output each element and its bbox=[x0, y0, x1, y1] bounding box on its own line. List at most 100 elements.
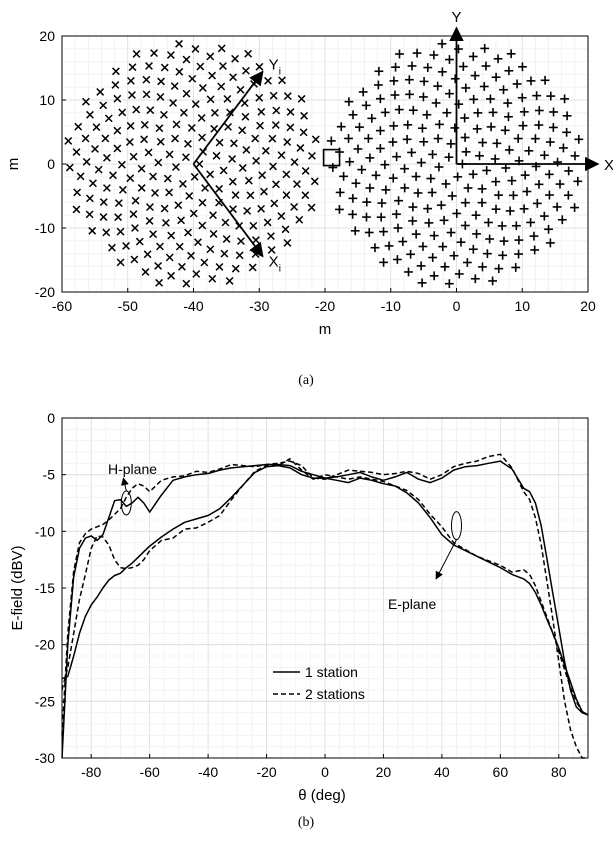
plot-b-caption: (b) bbox=[298, 815, 315, 830]
point-plus-marker bbox=[429, 50, 439, 60]
point-plus-marker bbox=[380, 108, 390, 117]
point-plus-marker bbox=[371, 170, 381, 180]
point-x-marker bbox=[188, 74, 197, 83]
point-x-marker bbox=[263, 218, 272, 227]
point-plus-marker bbox=[436, 200, 446, 210]
point-x-marker bbox=[140, 135, 149, 144]
point-plus-marker bbox=[461, 83, 471, 93]
point-plus-marker bbox=[511, 221, 521, 231]
point-plus-marker bbox=[375, 144, 385, 153]
point-x-marker bbox=[187, 251, 195, 260]
point-plus-marker bbox=[468, 169, 478, 179]
point-plus-marker bbox=[336, 122, 346, 132]
point-plus-marker bbox=[562, 111, 572, 121]
point-x-marker bbox=[198, 198, 207, 207]
point-x-marker bbox=[114, 213, 123, 222]
point-plus-marker bbox=[532, 91, 542, 101]
point-plus-marker bbox=[562, 127, 572, 137]
plot-b-y-tick: -20 bbox=[35, 637, 55, 653]
point-plus-marker bbox=[534, 179, 544, 189]
point-plus-marker bbox=[531, 134, 540, 144]
point-x-marker bbox=[210, 108, 219, 117]
point-x-marker bbox=[182, 279, 191, 288]
point-plus-marker bbox=[494, 190, 503, 200]
point-plus-marker bbox=[392, 209, 401, 219]
point-x-marker bbox=[208, 71, 217, 80]
point-x-marker bbox=[113, 94, 122, 103]
point-x-marker bbox=[73, 188, 82, 197]
point-x-marker bbox=[201, 184, 210, 192]
point-plus-marker bbox=[423, 204, 433, 214]
point-plus-marker bbox=[345, 157, 355, 167]
point-plus-marker bbox=[518, 121, 528, 131]
point-x-marker bbox=[174, 201, 183, 210]
point-x-marker bbox=[89, 179, 97, 188]
point-plus-marker bbox=[375, 126, 385, 136]
point-plus-marker bbox=[478, 262, 487, 272]
point-plus-marker bbox=[411, 229, 421, 239]
point-x-marker bbox=[228, 155, 237, 163]
point-x-marker bbox=[225, 276, 234, 285]
point-x-marker bbox=[142, 90, 151, 99]
point-plus-marker bbox=[512, 79, 522, 89]
point-x-marker bbox=[72, 205, 81, 214]
point-plus-marker bbox=[546, 91, 556, 101]
point-plus-marker bbox=[458, 62, 468, 71]
point-plus-marker bbox=[348, 110, 358, 120]
point-x-marker bbox=[65, 163, 74, 172]
point-plus-marker bbox=[348, 193, 358, 203]
point-plus-marker bbox=[450, 123, 460, 133]
point-x-marker bbox=[183, 139, 192, 148]
point-plus-marker bbox=[479, 82, 489, 91]
point-x-marker bbox=[156, 242, 164, 251]
point-x-marker bbox=[156, 137, 165, 146]
point-plus-marker bbox=[524, 146, 534, 156]
legend-2-stations: 2 stations bbox=[305, 686, 365, 702]
point-plus-marker bbox=[514, 249, 523, 259]
point-plus-marker bbox=[389, 121, 399, 131]
h-plane-arrow bbox=[121, 477, 129, 492]
point-plus-marker bbox=[446, 139, 456, 149]
point-plus-marker bbox=[362, 197, 372, 207]
rotated-y-axis-arrow bbox=[192, 70, 264, 165]
point-x-marker bbox=[238, 126, 247, 135]
point-plus-marker bbox=[405, 89, 414, 99]
point-x-marker bbox=[167, 271, 176, 280]
point-plus-marker bbox=[444, 279, 454, 289]
plot-b-e-field: -80 -60 -40 -20 0 20 40 60 800-5-10-15-20-25-30 … bbox=[9, 410, 589, 830]
point-plus-marker bbox=[506, 49, 516, 59]
point-x-marker bbox=[260, 187, 268, 196]
point-x-marker bbox=[290, 203, 299, 211]
point-x-marker bbox=[244, 176, 253, 185]
plot-a-x-tick: -50 bbox=[118, 298, 138, 314]
point-x-marker bbox=[235, 251, 244, 260]
point-x-marker bbox=[111, 81, 120, 89]
point-plus-marker bbox=[526, 218, 536, 227]
station-y-label: Y bbox=[452, 9, 462, 26]
point-x-marker bbox=[209, 211, 217, 220]
point-plus-marker bbox=[563, 190, 573, 200]
point-plus-marker bbox=[379, 227, 388, 237]
point-plus-marker bbox=[504, 145, 514, 155]
point-x-marker bbox=[145, 203, 154, 212]
rotated-x-axis-arrow bbox=[192, 163, 264, 258]
point-x-marker bbox=[246, 191, 255, 200]
plot-a-x-tick: 10 bbox=[514, 298, 530, 314]
point-x-marker bbox=[109, 171, 117, 180]
point-x-marker bbox=[126, 174, 135, 183]
point-x-marker bbox=[85, 194, 94, 203]
point-plus-marker bbox=[544, 169, 554, 179]
point-x-marker bbox=[220, 249, 229, 258]
point-plus-marker bbox=[490, 154, 500, 164]
e-plane-label: E-plane bbox=[388, 596, 436, 612]
point-x-marker bbox=[217, 82, 226, 91]
point-x-marker bbox=[215, 262, 224, 271]
point-x-marker bbox=[102, 153, 111, 162]
point-x-marker bbox=[290, 158, 299, 167]
point-x-marker bbox=[248, 263, 257, 272]
point-x-marker bbox=[283, 92, 292, 101]
point-x-marker bbox=[171, 134, 180, 143]
plot-a-x-tick: -20 bbox=[315, 298, 335, 314]
point-plus-marker bbox=[514, 235, 524, 245]
point-x-marker bbox=[86, 110, 94, 119]
